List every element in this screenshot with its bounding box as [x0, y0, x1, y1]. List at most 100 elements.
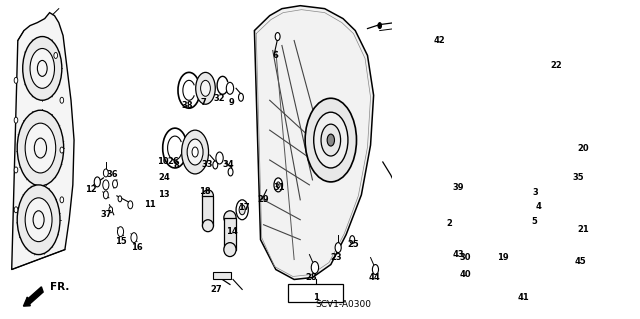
- Text: 21: 21: [578, 225, 589, 234]
- Circle shape: [182, 130, 209, 174]
- Circle shape: [25, 198, 52, 241]
- Circle shape: [227, 82, 234, 94]
- Circle shape: [442, 23, 446, 31]
- Text: 28: 28: [305, 273, 317, 282]
- Circle shape: [236, 200, 248, 220]
- Text: 35: 35: [573, 174, 584, 182]
- Circle shape: [128, 201, 132, 209]
- Circle shape: [562, 225, 566, 231]
- Circle shape: [239, 93, 243, 101]
- Circle shape: [458, 231, 475, 259]
- Circle shape: [534, 203, 541, 213]
- Circle shape: [504, 237, 510, 247]
- Circle shape: [522, 277, 528, 286]
- Text: 2: 2: [446, 219, 452, 228]
- Circle shape: [17, 185, 60, 255]
- Text: 17: 17: [238, 203, 250, 212]
- Text: 43: 43: [452, 250, 464, 259]
- Text: 29: 29: [258, 195, 269, 204]
- Text: 6: 6: [273, 51, 279, 60]
- Circle shape: [60, 97, 63, 103]
- Circle shape: [577, 245, 586, 259]
- Circle shape: [275, 33, 280, 41]
- Circle shape: [529, 217, 536, 227]
- Bar: [202, 196, 214, 226]
- Circle shape: [94, 177, 100, 187]
- Circle shape: [276, 182, 280, 188]
- Circle shape: [25, 123, 56, 173]
- Circle shape: [37, 60, 47, 76]
- Text: 4: 4: [536, 202, 541, 211]
- Text: 40: 40: [460, 270, 471, 279]
- Polygon shape: [12, 13, 74, 270]
- Text: 7: 7: [201, 98, 207, 107]
- Text: 26: 26: [167, 158, 179, 167]
- Circle shape: [35, 138, 47, 158]
- Circle shape: [118, 227, 124, 237]
- Circle shape: [321, 124, 340, 156]
- Text: 14: 14: [226, 227, 237, 236]
- Circle shape: [131, 233, 137, 243]
- Text: SCV1-A0300: SCV1-A0300: [315, 300, 371, 309]
- Text: 8: 8: [173, 161, 179, 170]
- Text: 41: 41: [518, 293, 529, 302]
- Text: 38: 38: [181, 101, 193, 110]
- Text: 3: 3: [533, 188, 539, 197]
- Ellipse shape: [202, 190, 214, 202]
- Text: 27: 27: [210, 285, 221, 294]
- Text: 16: 16: [131, 243, 142, 252]
- Circle shape: [305, 98, 356, 182]
- Circle shape: [118, 196, 122, 202]
- Circle shape: [22, 37, 62, 100]
- Circle shape: [104, 191, 108, 199]
- Circle shape: [372, 264, 378, 274]
- Circle shape: [14, 117, 18, 123]
- Circle shape: [33, 211, 44, 229]
- Circle shape: [216, 152, 223, 164]
- Text: 22: 22: [550, 61, 562, 70]
- Bar: [458, 173, 472, 208]
- Circle shape: [327, 134, 335, 146]
- Circle shape: [14, 78, 18, 83]
- Circle shape: [104, 169, 108, 177]
- Circle shape: [60, 147, 63, 153]
- Circle shape: [54, 52, 58, 58]
- Circle shape: [393, 21, 397, 26]
- Circle shape: [566, 225, 570, 231]
- Circle shape: [350, 236, 355, 244]
- Text: 34: 34: [222, 160, 234, 169]
- Text: 39: 39: [452, 183, 464, 192]
- Ellipse shape: [224, 243, 236, 256]
- Text: 42: 42: [434, 36, 445, 45]
- Polygon shape: [255, 6, 374, 279]
- Circle shape: [500, 230, 514, 254]
- Circle shape: [456, 88, 460, 94]
- Circle shape: [109, 207, 113, 213]
- Circle shape: [335, 243, 341, 253]
- Circle shape: [60, 197, 63, 203]
- Circle shape: [557, 225, 561, 231]
- Circle shape: [424, 32, 428, 38]
- Circle shape: [448, 63, 452, 70]
- Text: 30: 30: [460, 253, 471, 262]
- Text: 20: 20: [578, 144, 589, 152]
- Text: 13: 13: [159, 190, 170, 199]
- Circle shape: [529, 190, 536, 200]
- Circle shape: [187, 139, 203, 165]
- Text: 12: 12: [85, 185, 97, 194]
- Bar: [288, 285, 343, 302]
- Text: 31: 31: [273, 183, 285, 192]
- Circle shape: [113, 180, 118, 188]
- Circle shape: [239, 205, 245, 215]
- Bar: [456, 220, 468, 249]
- Circle shape: [196, 72, 215, 104]
- Text: 19: 19: [497, 253, 509, 262]
- Text: FR.: FR.: [50, 282, 69, 293]
- Circle shape: [460, 255, 473, 274]
- Circle shape: [274, 178, 282, 192]
- Circle shape: [462, 238, 471, 252]
- Circle shape: [408, 24, 412, 30]
- Text: 18: 18: [199, 187, 211, 197]
- Circle shape: [438, 43, 442, 49]
- Circle shape: [14, 207, 18, 213]
